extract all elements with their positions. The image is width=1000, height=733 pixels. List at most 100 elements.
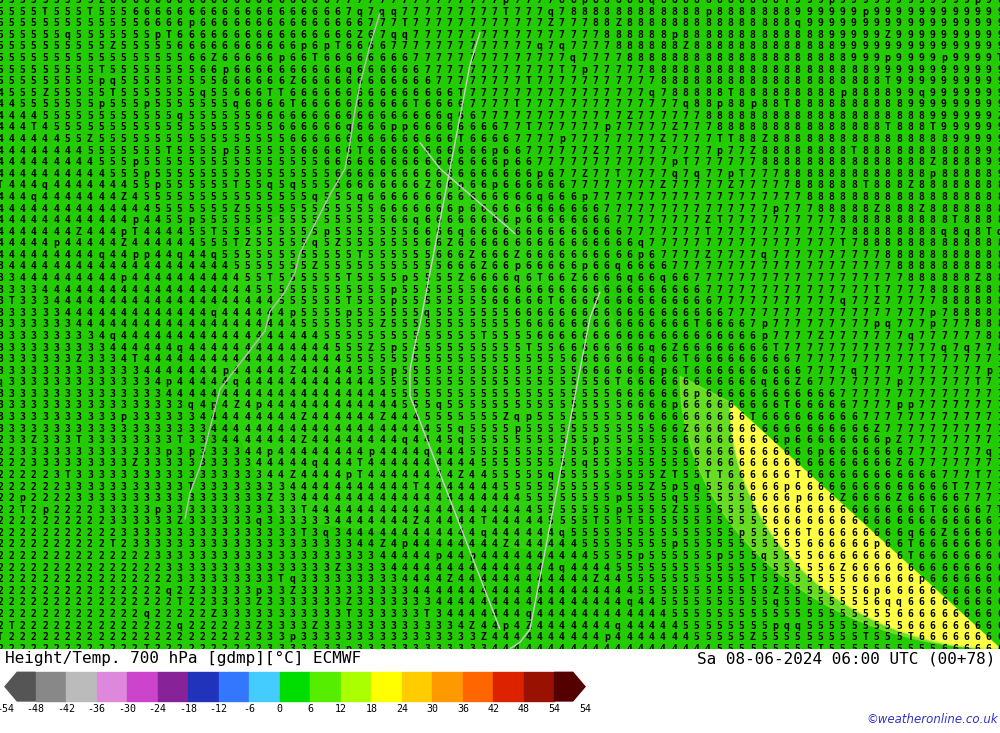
Text: 6: 6 <box>829 458 834 468</box>
Text: 5: 5 <box>435 389 441 399</box>
Text: 6: 6 <box>559 284 565 295</box>
Text: 5: 5 <box>727 574 733 584</box>
Text: 8: 8 <box>918 262 924 271</box>
Text: 7: 7 <box>941 470 947 480</box>
Text: 4: 4 <box>334 447 340 457</box>
Text: 6: 6 <box>334 99 340 109</box>
Text: Z: Z <box>660 470 666 480</box>
Text: 6: 6 <box>368 146 374 155</box>
Text: 3: 3 <box>64 389 70 399</box>
Text: p: p <box>143 250 149 259</box>
Text: 7: 7 <box>615 192 621 202</box>
Text: 7: 7 <box>930 424 936 434</box>
Text: 6: 6 <box>514 180 520 191</box>
Text: 6: 6 <box>514 146 520 155</box>
Text: p: p <box>660 366 666 376</box>
Text: 4: 4 <box>121 342 127 353</box>
Text: 4: 4 <box>267 366 273 376</box>
Text: 5: 5 <box>300 238 306 248</box>
Text: 5: 5 <box>593 551 598 561</box>
Text: 4: 4 <box>626 632 632 642</box>
Text: 6: 6 <box>682 331 688 341</box>
Text: 9: 9 <box>862 0 868 5</box>
Text: 5: 5 <box>53 88 59 97</box>
Text: 6: 6 <box>593 215 598 225</box>
Text: 7: 7 <box>682 226 688 237</box>
Text: 7: 7 <box>761 238 767 248</box>
Text: 6: 6 <box>952 563 958 572</box>
Text: 6: 6 <box>840 400 846 410</box>
Text: 5: 5 <box>660 586 666 596</box>
Text: q: q <box>772 597 778 608</box>
Text: -12: -12 <box>210 704 228 715</box>
Text: 6: 6 <box>334 88 340 97</box>
Text: q: q <box>694 169 700 179</box>
Text: 6: 6 <box>323 134 329 144</box>
Text: 7: 7 <box>638 134 643 144</box>
Text: q: q <box>570 53 576 63</box>
Text: 5: 5 <box>323 250 329 259</box>
Text: 8: 8 <box>885 134 891 144</box>
Text: 5: 5 <box>424 354 430 364</box>
Text: 4: 4 <box>211 284 216 295</box>
Text: 7: 7 <box>873 331 879 341</box>
Text: 7: 7 <box>525 41 531 51</box>
Text: 3: 3 <box>53 342 59 353</box>
Text: 2: 2 <box>64 516 70 526</box>
Text: 6: 6 <box>480 215 486 225</box>
Text: 5: 5 <box>166 122 171 133</box>
Text: 8: 8 <box>997 308 1000 318</box>
Text: 8: 8 <box>806 169 812 179</box>
Text: 7: 7 <box>761 273 767 283</box>
Text: T: T <box>109 539 115 550</box>
Text: 6: 6 <box>851 424 857 434</box>
Text: 3: 3 <box>379 644 385 654</box>
Text: 6: 6 <box>424 76 430 86</box>
Bar <box>463 672 493 701</box>
Text: 6: 6 <box>750 482 756 492</box>
Text: 5: 5 <box>255 273 261 283</box>
Text: 4: 4 <box>480 586 486 596</box>
Text: 7: 7 <box>525 111 531 121</box>
Text: 5: 5 <box>64 65 70 75</box>
Text: 5: 5 <box>525 470 531 480</box>
Text: 6: 6 <box>154 0 160 5</box>
Text: 5: 5 <box>885 644 891 654</box>
Text: 6: 6 <box>660 400 666 410</box>
Text: 3: 3 <box>267 551 273 561</box>
Text: 6: 6 <box>638 366 643 376</box>
Text: 6: 6 <box>233 0 239 5</box>
Text: 2: 2 <box>121 574 127 584</box>
Text: q: q <box>312 192 318 202</box>
Text: 2: 2 <box>0 563 3 572</box>
Text: 7: 7 <box>447 7 452 17</box>
Text: 3: 3 <box>8 320 14 329</box>
Text: 4: 4 <box>312 493 318 503</box>
Text: 6: 6 <box>840 435 846 445</box>
Text: 7: 7 <box>559 7 565 17</box>
Text: 4: 4 <box>491 621 497 630</box>
Text: 6: 6 <box>784 389 789 399</box>
Text: 5: 5 <box>772 551 778 561</box>
Text: 4: 4 <box>132 308 138 318</box>
Text: 8: 8 <box>739 0 745 5</box>
Text: 3: 3 <box>166 528 171 538</box>
Text: 4: 4 <box>166 366 171 376</box>
Text: 6: 6 <box>255 0 261 5</box>
Text: 8: 8 <box>952 157 958 167</box>
Text: 4: 4 <box>211 424 216 434</box>
Text: 4: 4 <box>491 632 497 642</box>
Text: p: p <box>862 7 868 17</box>
Text: 5: 5 <box>278 296 284 306</box>
Text: 6: 6 <box>739 331 745 341</box>
Text: 6: 6 <box>548 238 553 248</box>
Text: 4: 4 <box>64 308 70 318</box>
Text: 5: 5 <box>716 574 722 584</box>
Text: 8: 8 <box>739 53 745 63</box>
Text: 4: 4 <box>447 447 452 457</box>
Text: 5: 5 <box>177 169 183 179</box>
Text: 5: 5 <box>255 226 261 237</box>
Text: 5: 5 <box>390 377 396 387</box>
Text: 5: 5 <box>244 180 250 191</box>
Text: 6: 6 <box>638 412 643 422</box>
